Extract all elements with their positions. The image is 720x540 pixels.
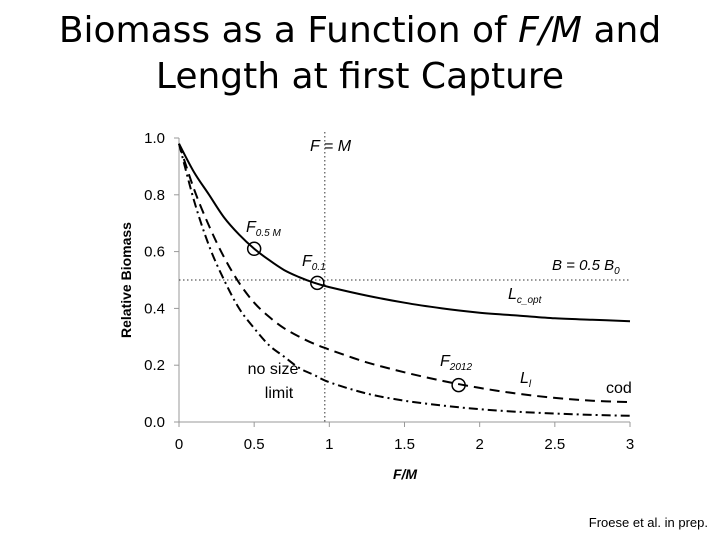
x-tick-label: 3	[626, 436, 634, 453]
title-text-a: Biomass as a Function of	[58, 10, 519, 51]
x-tick-label: 1	[325, 436, 333, 453]
f01-label: F0.1	[302, 253, 326, 273]
cod-label: cod	[606, 380, 632, 397]
y-tick-label: 0.0	[144, 414, 165, 431]
chart-axes: 0.0 0.2 0.4 0.6 0.8 1.0 0 0.5 1 1.5 2 2.5 3	[144, 130, 634, 453]
title-text-b: and	[582, 10, 662, 51]
x-tick-label: 2.5	[544, 436, 565, 453]
fm-line-label: F = M	[310, 138, 352, 155]
title-line-2: Length at first Capture	[155, 56, 565, 97]
chart-series	[178, 143, 631, 417]
reference-point-marker	[246, 241, 262, 257]
y-tick-label: 0.8	[144, 187, 165, 204]
x-tick-label: 1.5	[394, 436, 415, 453]
y-tick-label: 0.2	[144, 357, 165, 374]
x-axis-label: F/M	[393, 466, 417, 482]
half-biomass-label: B = 0.5 B0	[552, 257, 620, 277]
chart-markers	[246, 241, 466, 393]
y-tick-label: 1.0	[144, 130, 165, 147]
x-tick-label: 2	[475, 436, 483, 453]
y-tick-label: 0.6	[144, 244, 165, 261]
x-tick-label: 0.5	[244, 436, 265, 453]
lc-opt-label: Lc_opt	[508, 286, 543, 306]
f05m-label: F0.5 M	[246, 219, 281, 239]
f2012-label: F2012	[440, 353, 472, 373]
series-line-solid	[178, 143, 631, 323]
reference-point-marker	[451, 377, 466, 393]
slide-title: Biomass as a Function of F/M and Length …	[0, 8, 720, 100]
title-text-italic: F/M	[518, 10, 582, 51]
no-size-limit-label-1: no size	[248, 361, 299, 378]
y-tick-label: 0.4	[144, 300, 165, 317]
reference-lines	[179, 132, 630, 422]
source-credit: Froese et al. in prep.	[588, 515, 708, 530]
x-tick-label: 0	[175, 436, 183, 453]
no-size-limit-label-2: limit	[265, 385, 294, 402]
ll-label: Ll	[520, 370, 532, 390]
y-axis-label: Relative Biomass	[118, 222, 134, 338]
reference-point-marker	[310, 275, 325, 291]
title-line-1: Biomass as a Function of F/M and	[0, 8, 720, 54]
